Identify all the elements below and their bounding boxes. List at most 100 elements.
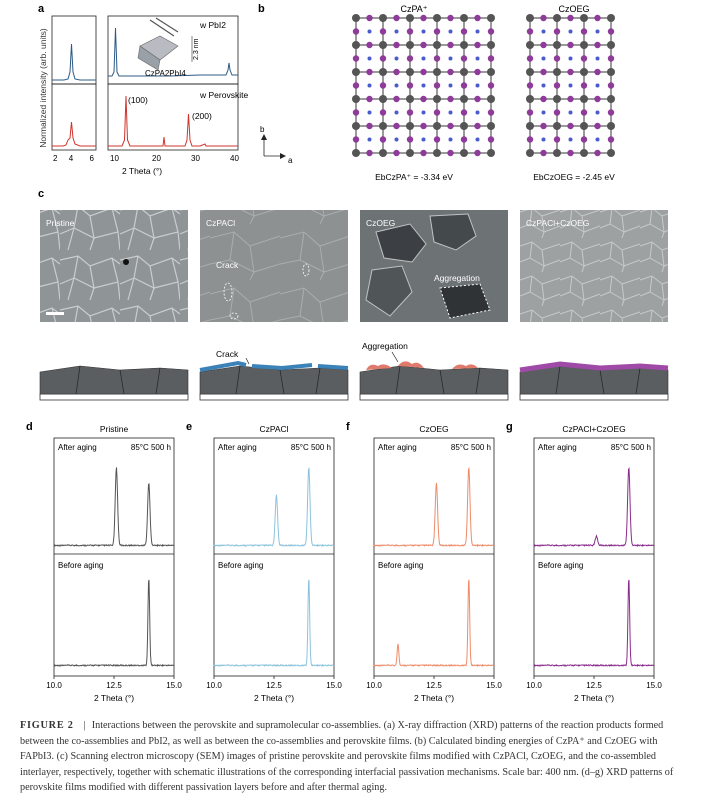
caption-text: Interactions between the perovskite and … xyxy=(20,720,674,794)
lead-atom xyxy=(607,122,615,130)
iodide-atom xyxy=(379,109,387,116)
iodide-atom xyxy=(487,82,495,89)
xrd-tick-label: 15.0 xyxy=(166,681,182,690)
lead-atom xyxy=(526,41,534,49)
sem-image-czpacl xyxy=(200,210,348,322)
panel-a-left-bottom-curve xyxy=(52,121,96,147)
panel-b-lattice-cza xyxy=(352,14,495,157)
cation-atom xyxy=(568,56,573,61)
xrd-condition-label: 85°C 500 h xyxy=(291,443,331,452)
iodide-atom xyxy=(366,41,373,49)
iodide-atom xyxy=(553,136,561,143)
lead-atom xyxy=(580,95,588,103)
iodide-atom xyxy=(567,149,574,157)
iodide-atom xyxy=(553,109,561,116)
iodide-atom xyxy=(447,122,454,130)
lead-atom xyxy=(460,14,468,22)
panel-b-lattice-czoeg xyxy=(526,14,615,157)
cation-atom xyxy=(595,56,600,61)
cation-atom xyxy=(367,56,372,61)
panel-letter-e: e xyxy=(186,421,192,433)
iodide-atom xyxy=(526,28,534,35)
panel-a-right-tick-2: 20 xyxy=(152,154,161,163)
iodide-atom xyxy=(540,68,547,76)
iodide-atom xyxy=(366,149,373,157)
iodide-atom xyxy=(580,136,588,143)
iodide-atom xyxy=(553,28,561,35)
panel-b-right-title: CzOEG xyxy=(558,4,589,14)
iodide-atom xyxy=(447,14,454,22)
iodide-atom xyxy=(540,149,547,157)
panel-a-left-tick-3: 6 xyxy=(90,154,95,163)
xrd-after-curve xyxy=(533,466,655,547)
cation-atom xyxy=(595,137,600,142)
xrd-tick-label: 15.0 xyxy=(326,681,342,690)
lead-atom xyxy=(607,149,615,157)
panel-a-right-bottom-frame xyxy=(107,83,239,151)
iodide-atom xyxy=(447,149,454,157)
iodide-atom xyxy=(393,14,400,22)
iodide-atom xyxy=(393,95,400,103)
iodide-atom xyxy=(540,41,547,49)
cation-atom xyxy=(541,56,546,61)
panel-a-left-bottom-frame xyxy=(51,83,97,151)
xrd-after-label: After aging xyxy=(378,443,417,452)
xrd-before-curve xyxy=(373,579,495,667)
iodide-atom xyxy=(447,95,454,103)
cation-atom xyxy=(394,110,399,115)
iodide-atom xyxy=(420,41,427,49)
iodide-atom xyxy=(433,82,441,89)
iodide-atom xyxy=(433,28,441,35)
iodide-atom xyxy=(526,109,534,116)
lead-atom xyxy=(379,95,387,103)
iodide-atom xyxy=(406,28,414,35)
iodide-atom xyxy=(474,68,481,76)
iodide-atom xyxy=(393,149,400,157)
lead-atom xyxy=(379,14,387,22)
xrd-title: CzOEG xyxy=(419,424,448,434)
lead-atom xyxy=(352,41,360,49)
iodide-atom xyxy=(420,149,427,157)
panel-b-axis-arrows xyxy=(261,134,286,159)
sem-crack-marker-1 xyxy=(223,282,233,302)
iodide-atom xyxy=(594,95,601,103)
iodide-atom xyxy=(460,82,468,89)
iodide-atom xyxy=(594,149,601,157)
lead-atom xyxy=(406,68,414,76)
panel-a-left-tick-1: 2 xyxy=(53,154,58,163)
iodide-atom xyxy=(487,55,495,62)
lead-atom xyxy=(580,41,588,49)
lead-atom xyxy=(406,41,414,49)
cation-atom xyxy=(448,29,453,34)
lead-atom xyxy=(406,149,414,157)
iodide-atom xyxy=(567,68,574,76)
lead-atom xyxy=(352,122,360,130)
iodide-atom xyxy=(567,122,574,130)
iodide-atom xyxy=(460,136,468,143)
cation-atom xyxy=(568,29,573,34)
iodide-atom xyxy=(352,136,360,143)
iodide-atom xyxy=(594,122,601,130)
lead-atom xyxy=(553,95,561,103)
lead-atom xyxy=(553,14,561,22)
cation-atom xyxy=(595,83,600,88)
xrd-tick-label: 12.5 xyxy=(266,681,282,690)
sem-image-pristine xyxy=(40,210,188,322)
lead-atom xyxy=(553,149,561,157)
cation-atom xyxy=(421,29,426,34)
xrd-tick-label: 10.0 xyxy=(526,681,542,690)
iodide-atom xyxy=(487,28,495,35)
cation-atom xyxy=(421,137,426,142)
cation-atom xyxy=(421,56,426,61)
xrd-before-label: Before aging xyxy=(538,561,583,570)
lead-atom xyxy=(526,149,534,157)
panel-letter-f: f xyxy=(346,421,350,433)
schematic-crack-label: Crack xyxy=(216,349,239,359)
xrd-title: CzPACl+CzOEG xyxy=(562,424,625,434)
lead-atom xyxy=(460,41,468,49)
xrd-before-curve xyxy=(53,579,175,667)
iodide-atom xyxy=(433,55,441,62)
xrd-tick-label: 10.0 xyxy=(46,681,62,690)
iodide-atom xyxy=(594,68,601,76)
lead-atom xyxy=(487,95,495,103)
